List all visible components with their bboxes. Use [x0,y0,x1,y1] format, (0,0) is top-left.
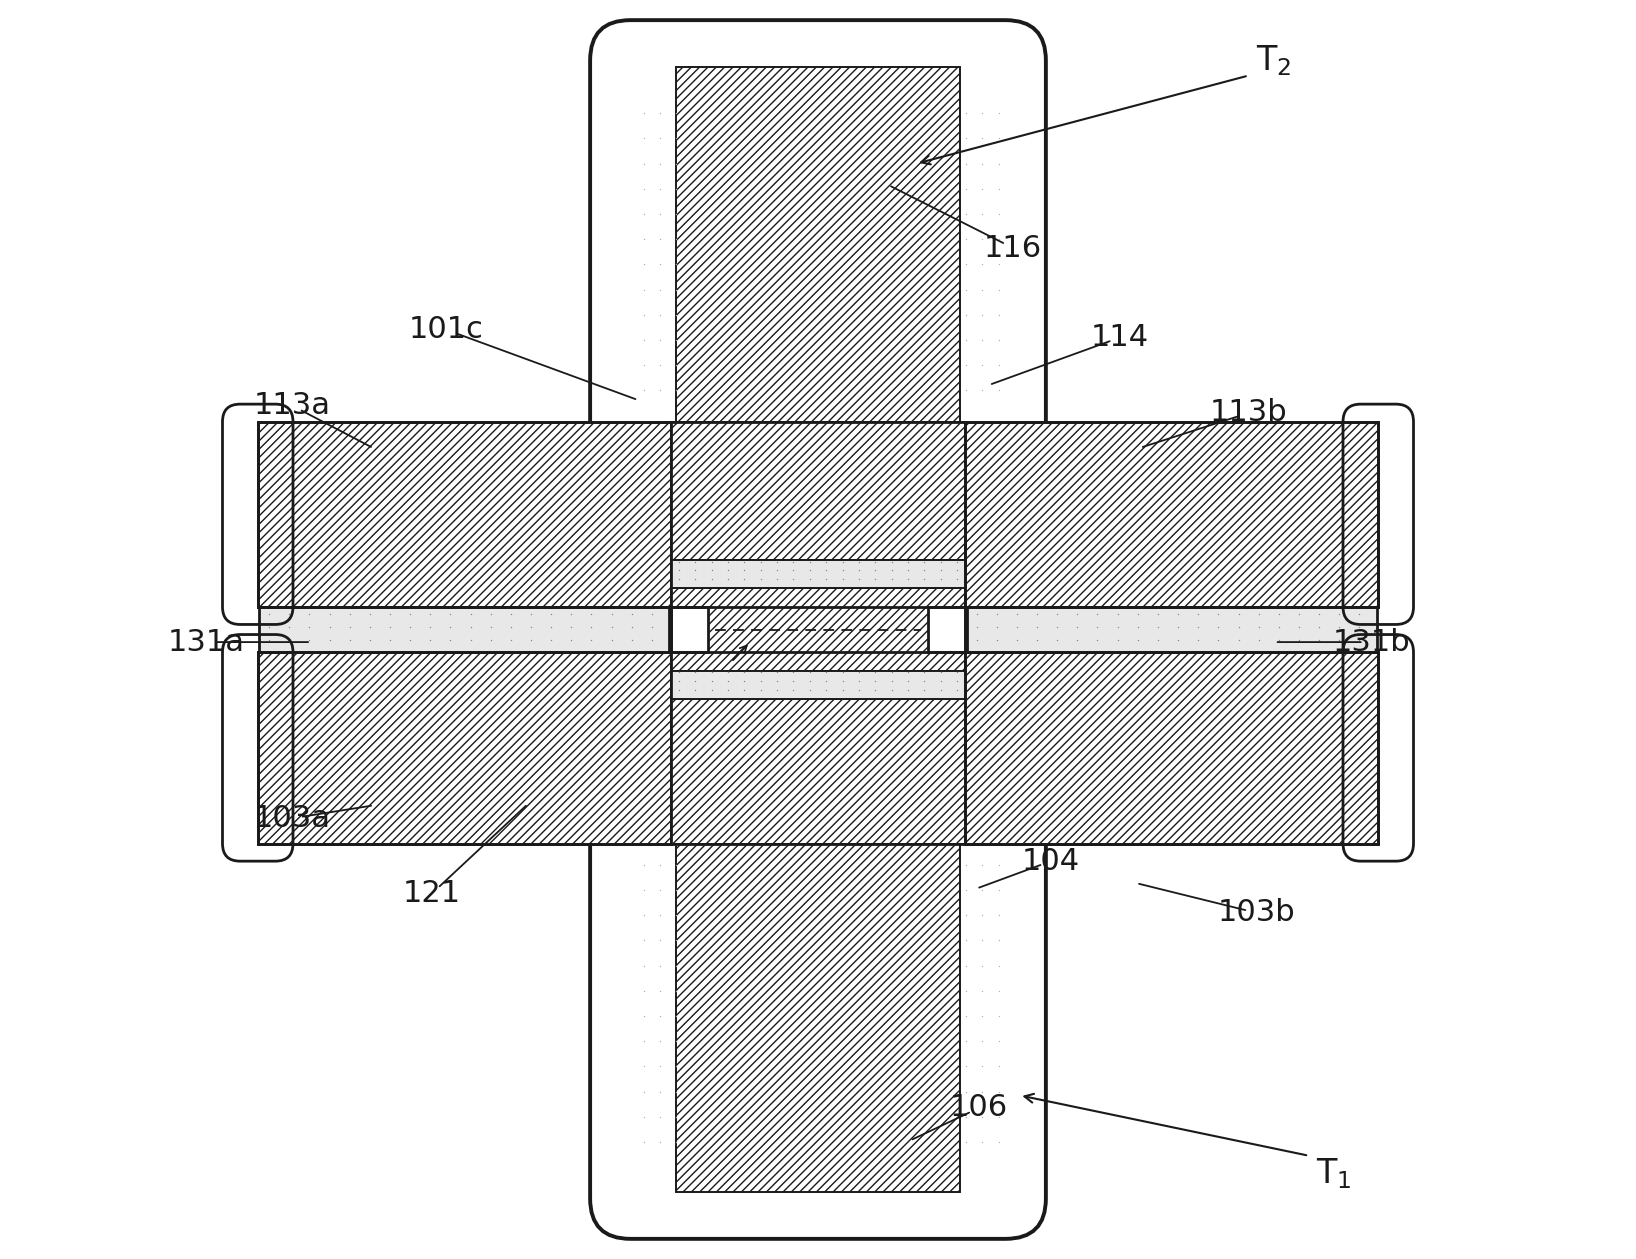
Text: 101c: 101c [409,315,484,345]
Text: 131a: 131a [167,627,245,657]
Text: 103b: 103b [1217,898,1296,928]
FancyBboxPatch shape [591,763,1045,1239]
Bar [258,607,669,652]
Text: 121: 121 [402,879,461,909]
Bar [671,588,965,671]
Text: 104: 104 [1022,846,1080,876]
Text: 103a: 103a [254,803,330,833]
Bar [676,844,960,1192]
Bar [965,652,1378,844]
Bar [258,652,671,844]
Bar [676,67,960,422]
Bar [671,699,965,844]
Text: 106: 106 [951,1093,1008,1123]
Bar [928,607,965,652]
Text: 113b: 113b [1209,398,1288,428]
FancyBboxPatch shape [591,20,1045,502]
Bar [671,422,965,560]
Bar [258,422,1378,607]
Bar [258,652,1378,844]
Text: 131b: 131b [1333,627,1410,657]
Text: 114: 114 [1091,322,1148,353]
Bar [967,607,1378,652]
Bar [965,422,1378,607]
Text: 116: 116 [985,233,1042,263]
Text: T$_2$: T$_2$ [1256,43,1291,78]
Text: 113a: 113a [254,390,330,421]
Bar [671,671,965,699]
Bar [671,607,708,652]
Bar [671,560,965,588]
Bar [258,422,671,607]
Text: T$_1$: T$_1$ [1317,1156,1351,1191]
